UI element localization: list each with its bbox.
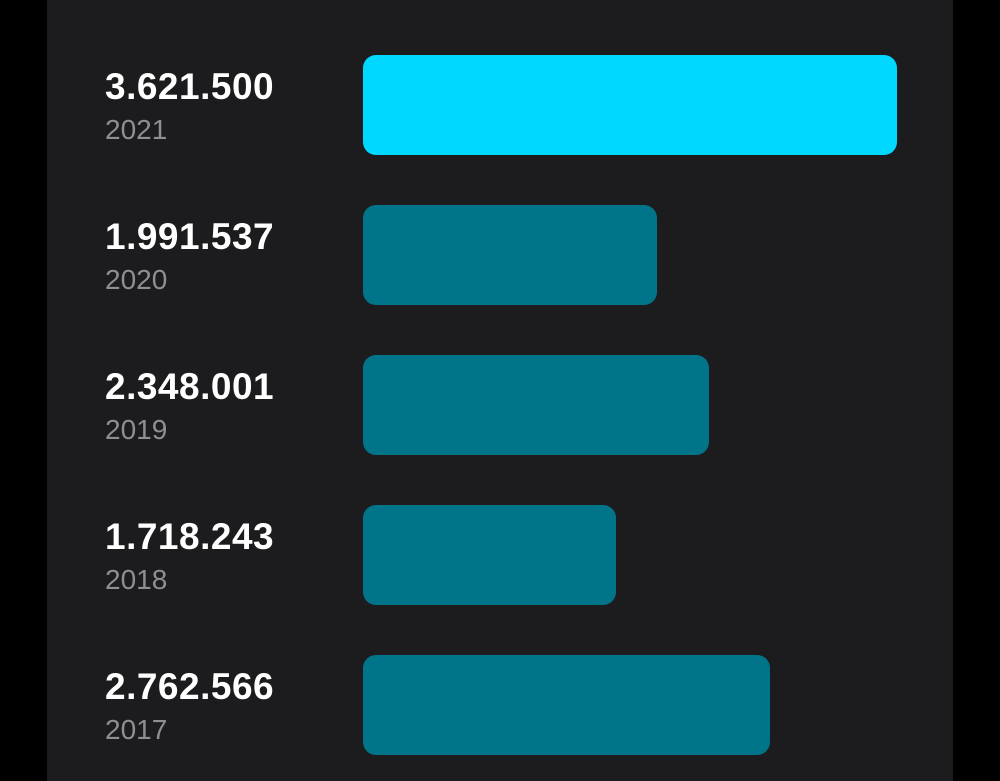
year-label: 2018 [105, 564, 168, 595]
year-label: 2020 [105, 264, 168, 295]
bar-row-2021[interactable]: 3.621.500 2021 [47, 55, 953, 155]
bar[interactable] [363, 655, 770, 755]
bar-row-2020[interactable]: 1.991.537 2020 [47, 205, 953, 305]
year-label: 2021 [105, 114, 168, 145]
value-label: 2.762.566 [105, 666, 275, 707]
bar[interactable] [363, 205, 657, 305]
chart-panel: 3.621.500 2021 1.991.537 2020 2.348.001 2019 1… [47, 0, 953, 781]
value-label: 3.621.500 [105, 66, 275, 107]
bar[interactable] [363, 55, 897, 155]
year-label: 2019 [105, 414, 168, 445]
bar-row-2017[interactable]: 2.762.566 2017 [47, 655, 953, 755]
bar[interactable] [363, 505, 616, 605]
year-label: 2017 [105, 714, 168, 745]
value-label: 1.718.243 [105, 516, 275, 557]
value-label: 2.348.001 [105, 366, 275, 407]
bar-row-2019[interactable]: 2.348.001 2019 [47, 355, 953, 455]
bar[interactable] [363, 355, 709, 455]
bar-row-2018[interactable]: 1.718.243 2018 [47, 505, 953, 605]
value-label: 1.991.537 [105, 216, 275, 257]
